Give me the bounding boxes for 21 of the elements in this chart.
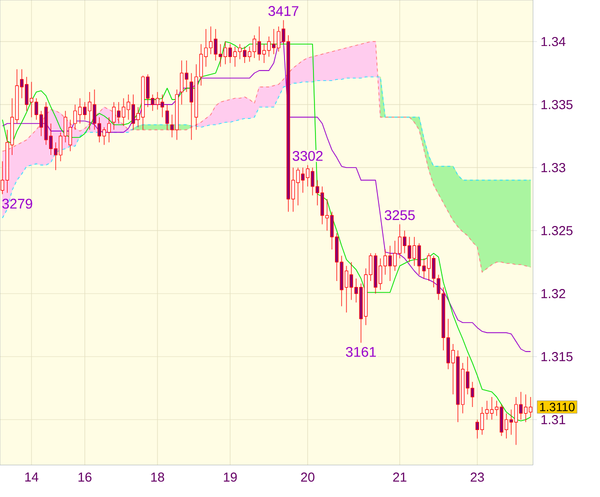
y-tick-label: 1.34	[542, 36, 566, 46]
x-tick-label: 18	[151, 472, 164, 482]
y-tick-label: 1.32	[542, 289, 566, 298]
y-tick-label: 1.31	[542, 415, 566, 424]
y-tick-label: 1.335	[542, 100, 573, 110]
annotation: 3161	[346, 346, 376, 357]
annotation: 3417	[268, 6, 298, 16]
annotation: 3255	[384, 210, 415, 220]
x-tick-label: 19	[224, 472, 237, 482]
x-tick-label: 20	[301, 472, 314, 482]
y-tick-label: 1.33	[542, 162, 566, 172]
x-tick-label: 16	[78, 472, 92, 482]
y-tick-label: 1.325	[542, 226, 573, 236]
x-tick-label: 21	[393, 472, 406, 482]
x-tick-label: 14	[25, 472, 38, 482]
annotation: 3302	[292, 150, 323, 161]
annotation: 3279	[2, 198, 32, 209]
candlestick	[165, 104, 169, 130]
text: 1.3110	[540, 402, 575, 412]
y-tick-label: 1.315	[542, 352, 573, 362]
x-tick-label: 23	[470, 472, 484, 482]
